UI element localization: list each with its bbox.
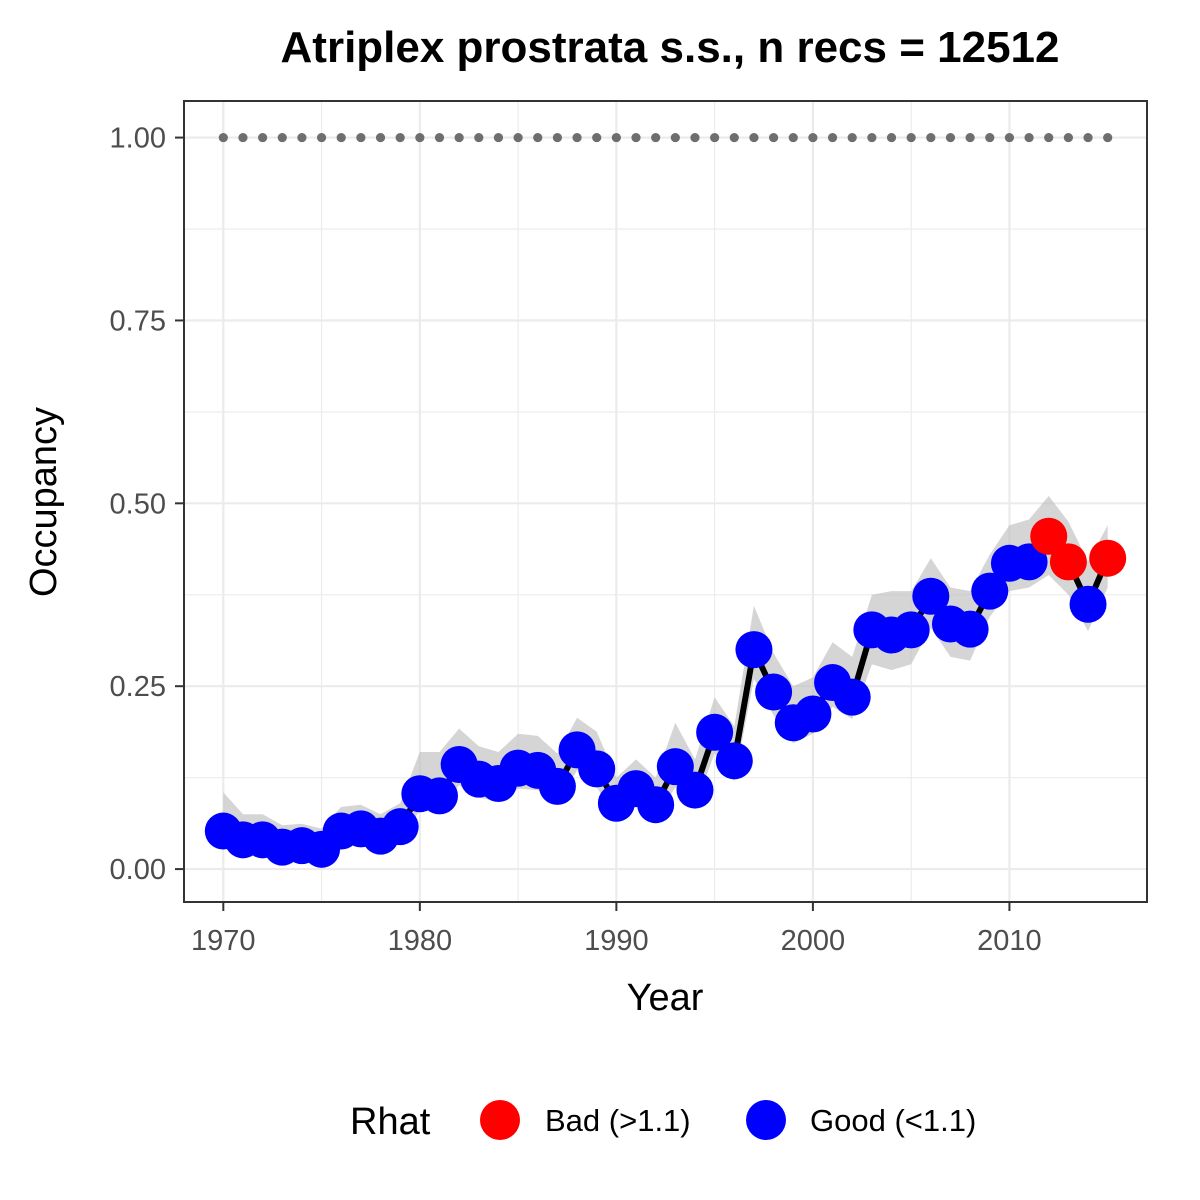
data-point-good [578, 750, 616, 788]
reference-dot [375, 132, 386, 143]
data-point-good [696, 713, 734, 751]
reference-dot [277, 132, 287, 143]
reference-dot [710, 132, 720, 143]
reference-dot [1004, 132, 1015, 143]
reference-dot [827, 132, 838, 143]
legend: Rhat Bad (>1.1) Good (<1.1) [350, 1100, 976, 1143]
reference-dot [1103, 132, 1113, 143]
legend-title: Rhat [350, 1101, 431, 1143]
reference-dot [474, 132, 484, 143]
data-point-bad [1049, 543, 1087, 581]
data-point-good [951, 610, 989, 648]
x-axis: 1970 1980 1990 2000 2010 [191, 902, 1042, 957]
reference-dot [238, 132, 248, 143]
y-tick-label: 0.50 [110, 488, 166, 520]
reference-dot [336, 132, 346, 143]
reference-dot [631, 132, 641, 143]
reference-dot [258, 132, 268, 143]
reference-dot [788, 132, 798, 143]
y-tick-label: 0.00 [110, 854, 166, 886]
reference-dot [808, 132, 818, 143]
legend-key-bad [480, 1100, 520, 1140]
reference-dot [552, 132, 563, 143]
reference-dot [945, 132, 956, 143]
reference-dot [847, 132, 857, 143]
reference-dot [690, 132, 700, 143]
reference-dot [533, 132, 543, 143]
data-point-bad [1030, 517, 1068, 555]
reference-dot [768, 132, 779, 143]
y-axis: 0.00 0.25 0.50 0.75 1.00 [110, 123, 184, 886]
reference-dot [572, 132, 582, 143]
reference-dot [297, 132, 307, 143]
reference-dot [1044, 132, 1054, 143]
reference-dot [434, 132, 445, 143]
legend-key-good [746, 1100, 786, 1140]
x-tick-label: 2010 [977, 925, 1042, 957]
y-tick-label: 0.75 [110, 305, 166, 337]
data-point-bad [1089, 539, 1127, 577]
data-point-good [833, 678, 871, 716]
x-tick-label: 1980 [388, 925, 453, 957]
data-point-good [735, 631, 773, 669]
chart-title: Atriplex prostrata s.s., n recs = 12512 [281, 23, 1060, 72]
x-axis-title: Year [627, 977, 704, 1019]
reference-dot [965, 132, 975, 143]
reference-dot [415, 132, 425, 143]
data-point-good [715, 742, 753, 780]
reference-dot [906, 132, 916, 143]
reference-dot [985, 132, 995, 143]
data-point-good [676, 771, 714, 809]
data-point-good [381, 808, 419, 846]
data-point-good [912, 577, 950, 615]
reference-dot [1063, 132, 1073, 143]
reference-dot [651, 132, 661, 143]
y-tick-label: 0.25 [110, 671, 166, 703]
reference-dot [729, 132, 739, 143]
reference-dot [867, 132, 877, 143]
data-point-good [971, 572, 1009, 610]
panel-border [183, 100, 1148, 903]
data-point-good [794, 695, 832, 733]
legend-label-bad: Bad (>1.1) [545, 1103, 691, 1138]
y-tick-label: 1.00 [110, 123, 166, 155]
reference-dot [611, 132, 621, 143]
data-point-good [892, 611, 930, 649]
reference-dot [493, 132, 504, 143]
reference-dot [592, 132, 602, 143]
data-point-good [755, 673, 793, 711]
x-tick-label: 2000 [781, 925, 846, 957]
data-point-good [637, 786, 675, 824]
y-axis-title: Occupancy [23, 407, 65, 597]
reference-dot [356, 132, 366, 143]
reference-dot [1024, 132, 1034, 143]
reference-dot [513, 132, 523, 143]
reference-dot [218, 132, 228, 143]
reference-dot [670, 132, 680, 143]
reference-dot [1083, 132, 1093, 143]
legend-label-good: Good (<1.1) [810, 1103, 976, 1138]
reference-dot [886, 132, 897, 143]
reference-line [218, 132, 1113, 143]
reference-dot [316, 132, 327, 143]
data-point-good [1010, 543, 1048, 581]
x-tick-label: 1970 [191, 925, 256, 957]
data-points [204, 517, 1127, 868]
reference-dot [454, 132, 464, 143]
data-point-good [1069, 585, 1107, 623]
data-point-good [538, 767, 576, 805]
reference-dot [749, 132, 759, 143]
reference-dot [395, 132, 405, 143]
x-tick-label: 1990 [584, 925, 649, 957]
data-point-good [420, 777, 458, 815]
reference-dot [926, 132, 936, 143]
